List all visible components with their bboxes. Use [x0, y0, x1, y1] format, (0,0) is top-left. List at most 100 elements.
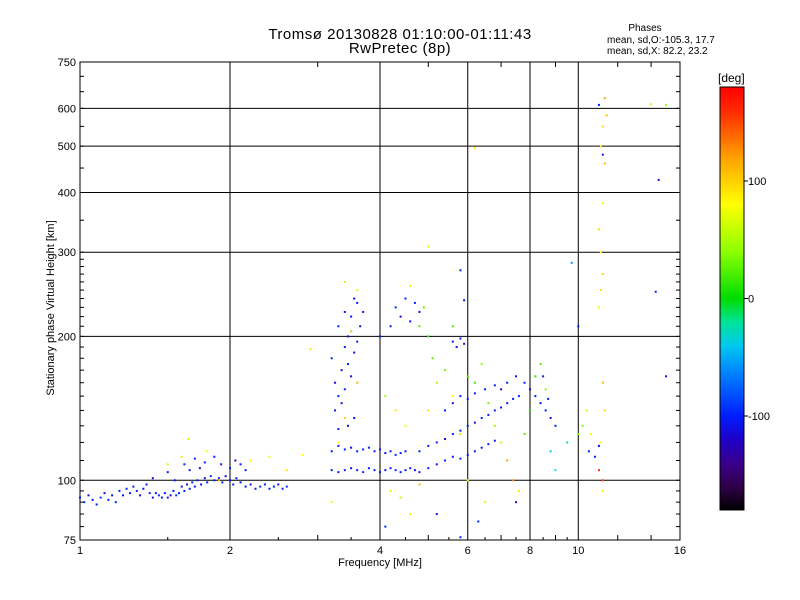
x-mode-point — [422, 306, 425, 309]
o-mode-point — [427, 444, 430, 447]
x-mode-point — [473, 147, 476, 150]
o-mode-point — [340, 369, 343, 372]
x-mode-point — [597, 306, 600, 309]
x-mode-point — [427, 335, 430, 338]
o-mode-point — [367, 446, 370, 449]
o-mode-point — [459, 337, 462, 340]
o-mode-point — [459, 429, 462, 432]
o-mode-point — [443, 437, 446, 440]
x-mode-point — [500, 441, 503, 444]
x-mode-point — [480, 363, 483, 366]
o-mode-point — [330, 450, 333, 453]
o-mode-point — [343, 469, 346, 472]
o-mode-point — [654, 290, 657, 293]
o-mode-point — [435, 441, 438, 444]
o-mode-point — [373, 469, 376, 472]
x-mode-point — [554, 469, 557, 472]
y-tick-label: 100 — [58, 475, 76, 487]
o-mode-point — [353, 297, 356, 300]
o-mode-point — [384, 469, 387, 472]
o-mode-point — [399, 471, 402, 474]
x-mode-point — [601, 489, 604, 492]
o-mode-point — [379, 335, 381, 338]
x-mode-point — [443, 369, 446, 372]
o-mode-point — [186, 483, 189, 486]
o-mode-point — [463, 342, 466, 345]
o-mode-point — [418, 310, 421, 313]
x-mode-point — [484, 501, 487, 504]
o-mode-point — [413, 469, 416, 472]
o-mode-point — [418, 471, 421, 474]
x-mode-point — [603, 162, 606, 165]
o-mode-point — [95, 503, 98, 506]
o-mode-point — [500, 406, 503, 409]
o-mode-point — [193, 485, 196, 488]
colorbar-tick-label: -100 — [748, 411, 770, 423]
o-mode-point — [180, 485, 183, 488]
o-mode-point — [356, 469, 359, 472]
o-mode-point — [418, 450, 421, 453]
o-mode-point — [234, 459, 237, 462]
o-mode-point — [330, 469, 333, 472]
o-mode-point — [384, 452, 387, 455]
o-mode-point — [188, 469, 191, 472]
x-tick-label: 1 — [77, 545, 83, 557]
colorbar-tick-label: 100 — [748, 176, 766, 188]
x-mode-point — [431, 357, 434, 360]
x-mode-point — [585, 409, 588, 412]
x-tick-label: 8 — [527, 545, 533, 557]
o-mode-point — [340, 402, 343, 405]
o-mode-point — [169, 494, 172, 497]
o-mode-point — [91, 498, 94, 501]
o-mode-point — [343, 388, 346, 391]
x-mode-point — [399, 496, 402, 499]
o-mode-point — [399, 452, 402, 455]
y-tick-label: 750 — [58, 57, 76, 69]
o-mode-point — [350, 467, 353, 470]
x-mode-point — [566, 441, 569, 444]
x-mode-point — [539, 363, 542, 366]
o-mode-point — [350, 315, 353, 318]
o-mode-point — [209, 475, 212, 478]
o-mode-point — [337, 428, 340, 431]
colorbar — [719, 86, 745, 511]
o-mode-point — [151, 496, 154, 499]
o-mode-point — [107, 498, 110, 501]
o-mode-point — [356, 450, 359, 453]
o-mode-point — [473, 421, 476, 424]
x-mode-point — [605, 114, 608, 117]
o-mode-point — [399, 315, 402, 318]
x-mode-point — [493, 424, 496, 427]
o-mode-point — [455, 346, 458, 349]
o-mode-point — [135, 489, 138, 492]
x-mode-point — [418, 325, 421, 328]
o-mode-point — [160, 496, 163, 499]
o-mode-point — [473, 450, 476, 453]
x-mode-point — [506, 459, 509, 462]
o-mode-point — [389, 325, 392, 328]
o-mode-point — [229, 467, 231, 470]
x-mode-point — [544, 388, 547, 391]
o-mode-point — [272, 485, 275, 488]
x-mode-point — [180, 455, 183, 458]
o-mode-point — [188, 487, 191, 490]
o-mode-point — [166, 471, 169, 474]
o-mode-point — [459, 395, 462, 398]
o-mode-point — [203, 477, 206, 480]
o-mode-point — [177, 492, 180, 495]
o-mode-point — [515, 375, 518, 378]
o-mode-point — [239, 463, 242, 466]
o-mode-point — [166, 496, 169, 499]
x-mode-point — [394, 409, 397, 412]
o-mode-point — [196, 479, 199, 482]
o-mode-point — [145, 483, 148, 486]
x-mode-point — [427, 245, 430, 248]
o-mode-point — [213, 455, 216, 458]
x-mode-point — [459, 432, 462, 435]
o-mode-point — [404, 450, 407, 453]
o-mode-point — [334, 409, 337, 412]
o-mode-point — [547, 397, 550, 400]
x-mode-point — [356, 289, 359, 292]
x-mode-point — [249, 459, 252, 462]
o-mode-point — [577, 325, 580, 328]
